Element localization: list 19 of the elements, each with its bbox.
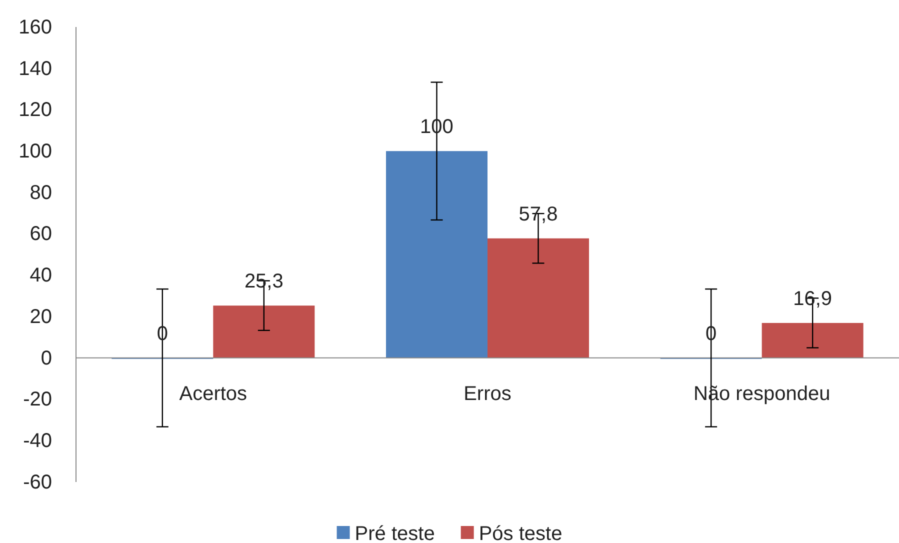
legend-label: Pós teste (478, 523, 562, 543)
data-label: 16,9 (793, 288, 832, 310)
y-tick-label: 140 (18, 58, 52, 80)
legend-label: Pré teste (354, 523, 435, 543)
y-tick-label: -20 (23, 388, 52, 411)
y-tick-label: -40 (23, 430, 52, 452)
y-tick-label: 80 (30, 182, 52, 204)
y-tick-label: 60 (30, 223, 52, 246)
y-tick-label: 100 (18, 140, 52, 162)
y-tick-label: 40 (30, 264, 52, 287)
x-tick-label: Erros (464, 382, 512, 405)
y-tick-label: 120 (18, 99, 52, 122)
x-tick-label: Acertos (179, 382, 248, 405)
y-tick-label: 20 (30, 306, 52, 328)
data-label: 25,3 (244, 270, 284, 293)
y-tick-label: 0 (40, 347, 52, 370)
y-tick-label: 160 (18, 16, 52, 38)
y-tick-label: -60 (23, 471, 52, 494)
data-label: 57,8 (518, 203, 558, 226)
